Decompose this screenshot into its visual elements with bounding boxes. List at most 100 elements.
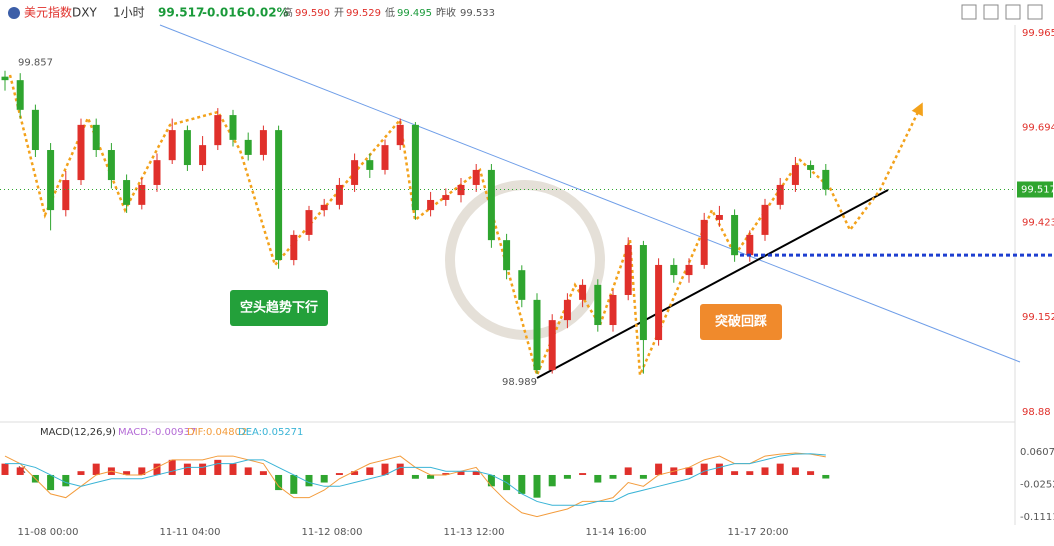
- macd-bar: [351, 471, 359, 475]
- macd-bar: [153, 463, 161, 475]
- y-tick-label: 99.152: [1022, 312, 1054, 323]
- candle-body: [16, 80, 24, 110]
- macd-bar: [472, 471, 480, 475]
- high: 99.590: [295, 8, 330, 19]
- candle-body: [731, 214, 739, 256]
- candle-body: [396, 124, 404, 146]
- candle-body: [563, 299, 571, 321]
- candle-body: [791, 165, 799, 185]
- macd-bar: [138, 467, 146, 475]
- macd-bar: [807, 471, 815, 475]
- candle-body: [351, 160, 359, 185]
- macd-bar: [62, 474, 70, 487]
- prev: 99.533: [460, 8, 495, 19]
- macd-bar: [776, 463, 784, 475]
- macd-bar: [168, 459, 176, 475]
- macd-bar: [457, 471, 465, 475]
- low-mark: 98.989: [502, 377, 537, 388]
- annotation-box: [700, 304, 782, 340]
- candle-body: [518, 270, 526, 300]
- macd-bar: [822, 474, 830, 479]
- macd-bar: [624, 467, 632, 475]
- tool-button[interactable]: [961, 4, 977, 20]
- candle-body: [427, 199, 435, 211]
- toolbar-buttons[interactable]: [961, 4, 1043, 20]
- macd-bar: [290, 474, 298, 494]
- candle-body: [776, 184, 784, 205]
- macd-bar: [16, 467, 24, 475]
- macd-bar: [427, 474, 435, 479]
- macd-bar: [259, 471, 267, 475]
- macd-bar: [594, 474, 602, 483]
- macd-bar: [183, 463, 191, 475]
- macd-bar: [442, 473, 450, 475]
- macd-bar: [533, 474, 541, 498]
- candle-body: [123, 180, 131, 205]
- candle-body: [335, 184, 343, 205]
- candle-body: [320, 204, 328, 211]
- macd-bar: [548, 474, 556, 487]
- candle-body: [487, 169, 495, 241]
- candle-body: [381, 145, 389, 170]
- flag-icon: [8, 7, 20, 19]
- close-button[interactable]: [1027, 4, 1043, 20]
- candle-body: [229, 115, 237, 140]
- tool-button[interactable]: [983, 4, 999, 20]
- candle-body: [259, 130, 267, 155]
- macd-bar: [700, 463, 708, 475]
- macd-bar: [791, 467, 799, 475]
- support-trend-line: [536, 189, 889, 379]
- candle-body: [77, 124, 85, 181]
- candle-body: [746, 234, 754, 256]
- macd-bar: [639, 474, 647, 479]
- interval[interactable]: 1小时: [113, 6, 145, 20]
- symbol[interactable]: DXY: [72, 6, 97, 20]
- candle-body: [411, 124, 419, 211]
- x-tick-label: 11-14 16:00: [585, 527, 646, 538]
- candle-body: [609, 294, 617, 326]
- candle-body: [807, 165, 815, 170]
- candle-body: [685, 264, 693, 276]
- candle-body: [472, 169, 480, 185]
- trend-line: [159, 24, 1021, 363]
- candle-body: [1, 76, 9, 81]
- candle-body: [47, 150, 55, 211]
- macd-bar: [487, 474, 495, 487]
- x-tick-label: 11-13 12:00: [443, 527, 504, 538]
- y-tick-label: 99.423: [1022, 217, 1054, 228]
- current-price-box: [1017, 181, 1053, 198]
- candle-body: [442, 195, 450, 200]
- y-tick-label: -0.02521: [1020, 480, 1054, 491]
- macd-bar: [396, 463, 404, 475]
- candle-body: [214, 115, 222, 146]
- macd-bar: [563, 474, 571, 479]
- macd-bar: [366, 467, 374, 475]
- macd-line: [5, 453, 826, 506]
- macd-bar: [214, 459, 222, 475]
- symbol-name[interactable]: 美元指数: [24, 5, 72, 20]
- high-label: 高: [283, 6, 293, 19]
- candle-body: [153, 160, 161, 185]
- change: -0.016: [202, 6, 245, 20]
- low: 99.495: [397, 8, 432, 19]
- candle-body: [366, 160, 374, 170]
- annotation: 空头趋势下行: [240, 300, 318, 316]
- y-tick-label: 99.694: [1022, 123, 1054, 134]
- candle-body: [244, 139, 252, 155]
- candle-body: [503, 240, 511, 271]
- candle-body: [670, 264, 678, 276]
- macd-bar: [47, 474, 55, 491]
- macd-bar: [655, 463, 663, 475]
- prev-label: 昨收: [436, 6, 456, 19]
- macd-bar: [685, 467, 693, 475]
- candle-body: [715, 214, 723, 220]
- annotation-box: [230, 290, 328, 326]
- x-tick-label: 11-17 20:00: [727, 527, 788, 538]
- tool-button[interactable]: [1005, 4, 1021, 20]
- macd-title: MACD(12,26,9): [40, 427, 116, 438]
- y-tick-label: 0.06078: [1020, 447, 1054, 458]
- candle-body: [822, 169, 830, 190]
- macd-bar: [320, 474, 328, 483]
- macd-bar: [335, 473, 343, 475]
